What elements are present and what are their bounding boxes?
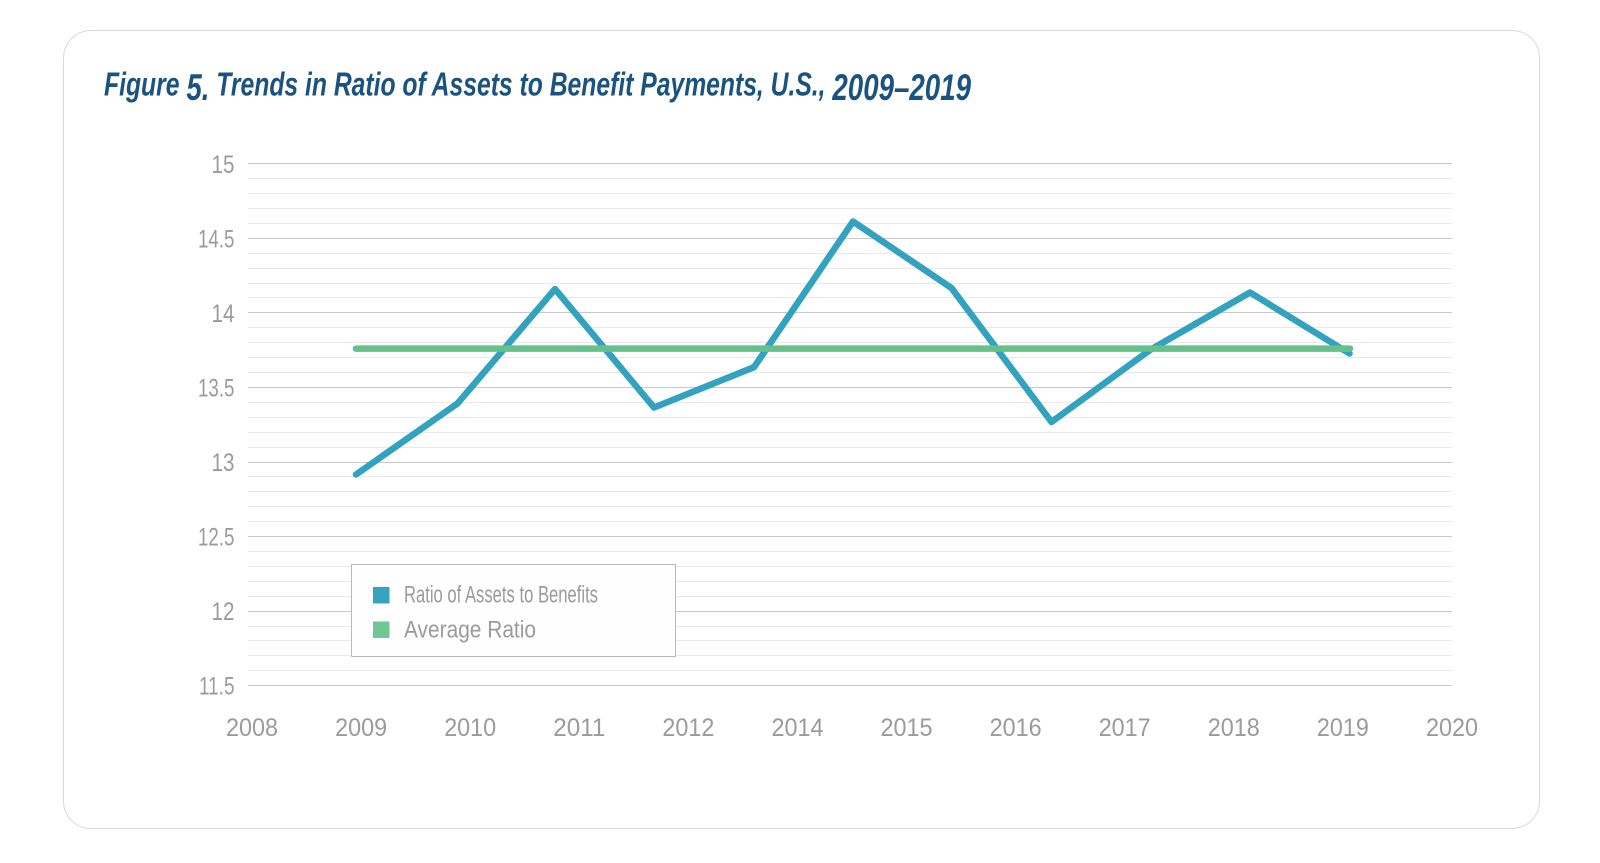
- svg-text:Average Ratio: Average Ratio: [404, 617, 536, 644]
- svg-text:13.5: 13.5: [198, 375, 235, 403]
- svg-text:2020: 2020: [1426, 714, 1478, 742]
- svg-text:14.5: 14.5: [198, 225, 235, 253]
- svg-text:2015: 2015: [881, 714, 933, 742]
- svg-text:12.5: 12.5: [198, 524, 235, 552]
- svg-text:2008: 2008: [226, 714, 278, 742]
- svg-text:2009: 2009: [335, 714, 387, 742]
- svg-text:2010: 2010: [444, 714, 496, 742]
- svg-text:2018: 2018: [1208, 714, 1260, 742]
- svg-text:15: 15: [212, 151, 235, 179]
- svg-text:2016: 2016: [990, 714, 1042, 742]
- svg-text:Ratio of Assets to Benefits: Ratio of Assets to Benefits: [404, 582, 598, 609]
- svg-text:2011: 2011: [553, 714, 605, 742]
- svg-text:11.5: 11.5: [199, 673, 235, 701]
- svg-text:2019: 2019: [1317, 714, 1369, 742]
- svg-text:14: 14: [212, 300, 235, 328]
- svg-text:13: 13: [212, 449, 235, 477]
- svg-text:2014: 2014: [772, 714, 824, 742]
- svg-text:12: 12: [212, 598, 235, 626]
- svg-text:2017: 2017: [1099, 714, 1151, 742]
- svg-text:Figure 5. Trends in Ratio of A: Figure 5. Trends in Ratio of Assets to B…: [104, 66, 971, 109]
- svg-text:2012: 2012: [662, 714, 714, 742]
